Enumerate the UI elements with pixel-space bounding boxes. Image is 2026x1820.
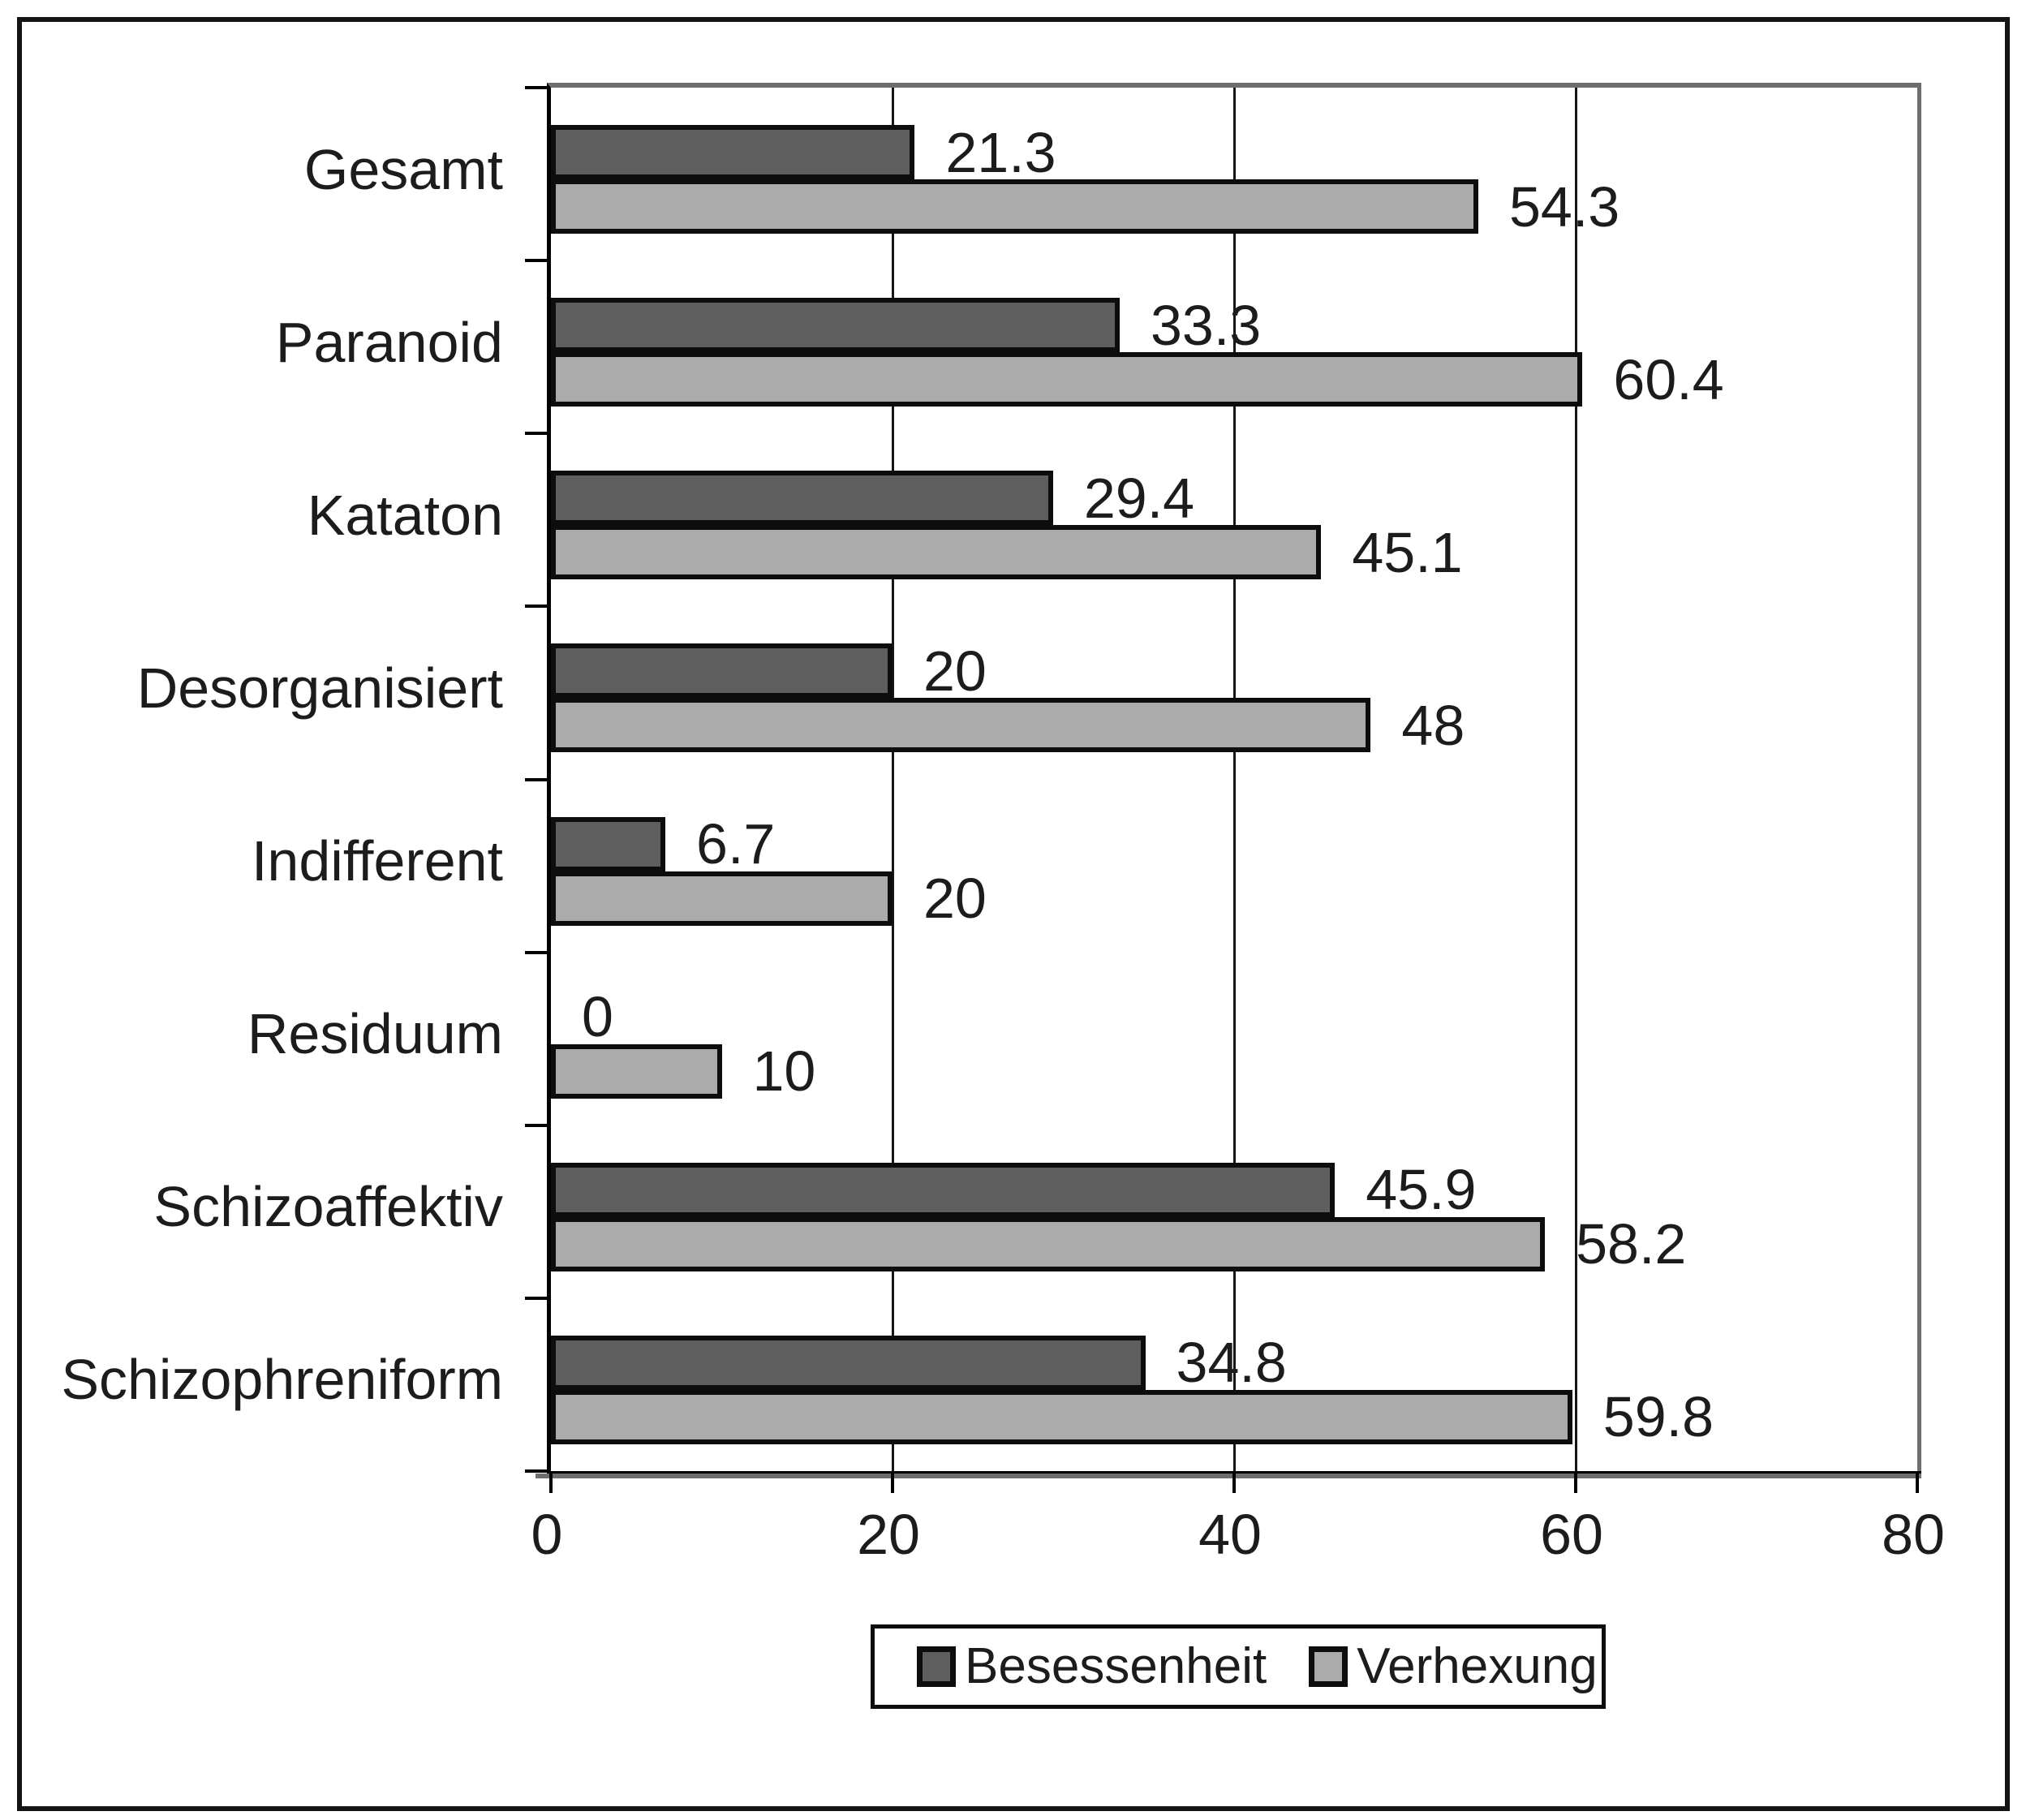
bar-verhexung-gesamt (551, 179, 1478, 234)
x-axis-tick (1232, 1474, 1236, 1493)
bar-verhexung-kataton (551, 525, 1322, 580)
y-axis-tick (525, 1296, 547, 1300)
legend: Besessenheit Verhexung (871, 1624, 1606, 1709)
plot-area: 21.3 54.3 33.3 60.4 29.4 45.1 20 48 6.7 20 0 10 45.9… (525, 83, 1921, 1493)
value-label: 45.9 (1366, 1158, 1477, 1222)
legend-swatch-verhexung (1309, 1646, 1349, 1687)
bar-besessenheit-indifferent (551, 816, 666, 871)
bar-besessenheit-kataton (551, 471, 1053, 526)
x-axis-tick-label: 60 (1540, 1503, 1603, 1566)
value-label: 6.7 (696, 812, 776, 876)
bar-besessenheit-gesamt (551, 125, 915, 179)
bar-verhexung-desorganisiert (551, 698, 1371, 753)
value-label: 29.4 (1083, 466, 1195, 530)
value-label: 10 (752, 1039, 816, 1104)
bar-besessenheit-paranoid (551, 298, 1120, 353)
gridline (1574, 88, 1577, 1471)
bar-verhexung-schizoaffektiv (551, 1216, 1546, 1271)
x-axis-line (547, 1471, 1921, 1474)
bar-verhexung-paranoid (551, 352, 1583, 407)
y-axis-tick (525, 950, 547, 954)
x-axis-tick (549, 1474, 553, 1493)
x-axis-tick-label: 40 (1198, 1503, 1262, 1566)
bar-besessenheit-schizoaffektiv (551, 1162, 1336, 1217)
x-axis-labels: 0 20 40 60 80 (531, 1503, 1945, 1587)
value-label: 20 (923, 867, 987, 930)
value-label: 21.3 (945, 120, 1056, 184)
value-label: 33.3 (1150, 293, 1262, 357)
value-label: 58.2 (1576, 1212, 1687, 1276)
category-axis-labels: Gesamt Paranoid Kataton Desorganisiert Indif… (0, 83, 503, 1466)
legend-entry: Verhexung (1309, 1638, 1598, 1694)
value-label: 20 (923, 639, 987, 703)
y-axis-tick (525, 1469, 547, 1473)
gridline (891, 88, 894, 1471)
x-axis-tick (1574, 1474, 1577, 1493)
category-label: Schizophreniform (61, 1348, 503, 1412)
value-label: 0 (582, 985, 613, 1049)
legend-swatch-besessenheit (917, 1646, 956, 1687)
y-axis-tick (525, 1123, 547, 1127)
bar-verhexung-indifferent (551, 871, 893, 926)
legend-label: Verhexung (1357, 1638, 1598, 1694)
legend-entry: Besessenheit (917, 1641, 1267, 1692)
x-axis-tick-label: 80 (1882, 1503, 1945, 1566)
category-label: Paranoid (275, 310, 503, 374)
category-label: Kataton (307, 483, 503, 547)
category-label: Schizoaffektiv (153, 1175, 503, 1239)
y-axis-tick (525, 777, 547, 781)
y-axis-tick (525, 86, 547, 89)
x-axis-tick (891, 1474, 894, 1493)
x-axis-tick-label: 20 (857, 1503, 920, 1566)
value-label: 60.4 (1613, 347, 1724, 411)
category-label: Residuum (247, 1002, 503, 1066)
bar-verhexung-residuum (551, 1043, 722, 1099)
legend-label: Besessenheit (965, 1638, 1267, 1694)
bar-besessenheit-desorganisiert (551, 643, 893, 699)
x-axis-shadow (536, 1474, 1921, 1478)
gridline (1232, 88, 1236, 1471)
value-label: 34.8 (1176, 1331, 1287, 1395)
value-label: 59.8 (1602, 1385, 1714, 1449)
y-axis-tick (525, 259, 547, 263)
value-label: 45.1 (1352, 520, 1463, 584)
bar-verhexung-schizophreniform (551, 1389, 1572, 1444)
x-axis-tick (1916, 1474, 1919, 1493)
bar-besessenheit-schizophreniform (551, 1335, 1146, 1390)
value-label: 54.3 (1509, 174, 1620, 239)
y-axis-tick (525, 605, 547, 609)
category-label: Desorganisiert (136, 656, 503, 720)
category-label: Indifferent (251, 829, 503, 893)
y-axis-tick (525, 432, 547, 436)
category-label: Gesamt (303, 137, 503, 201)
x-axis-tick-label: 0 (531, 1503, 563, 1566)
value-label: 48 (1401, 693, 1465, 757)
